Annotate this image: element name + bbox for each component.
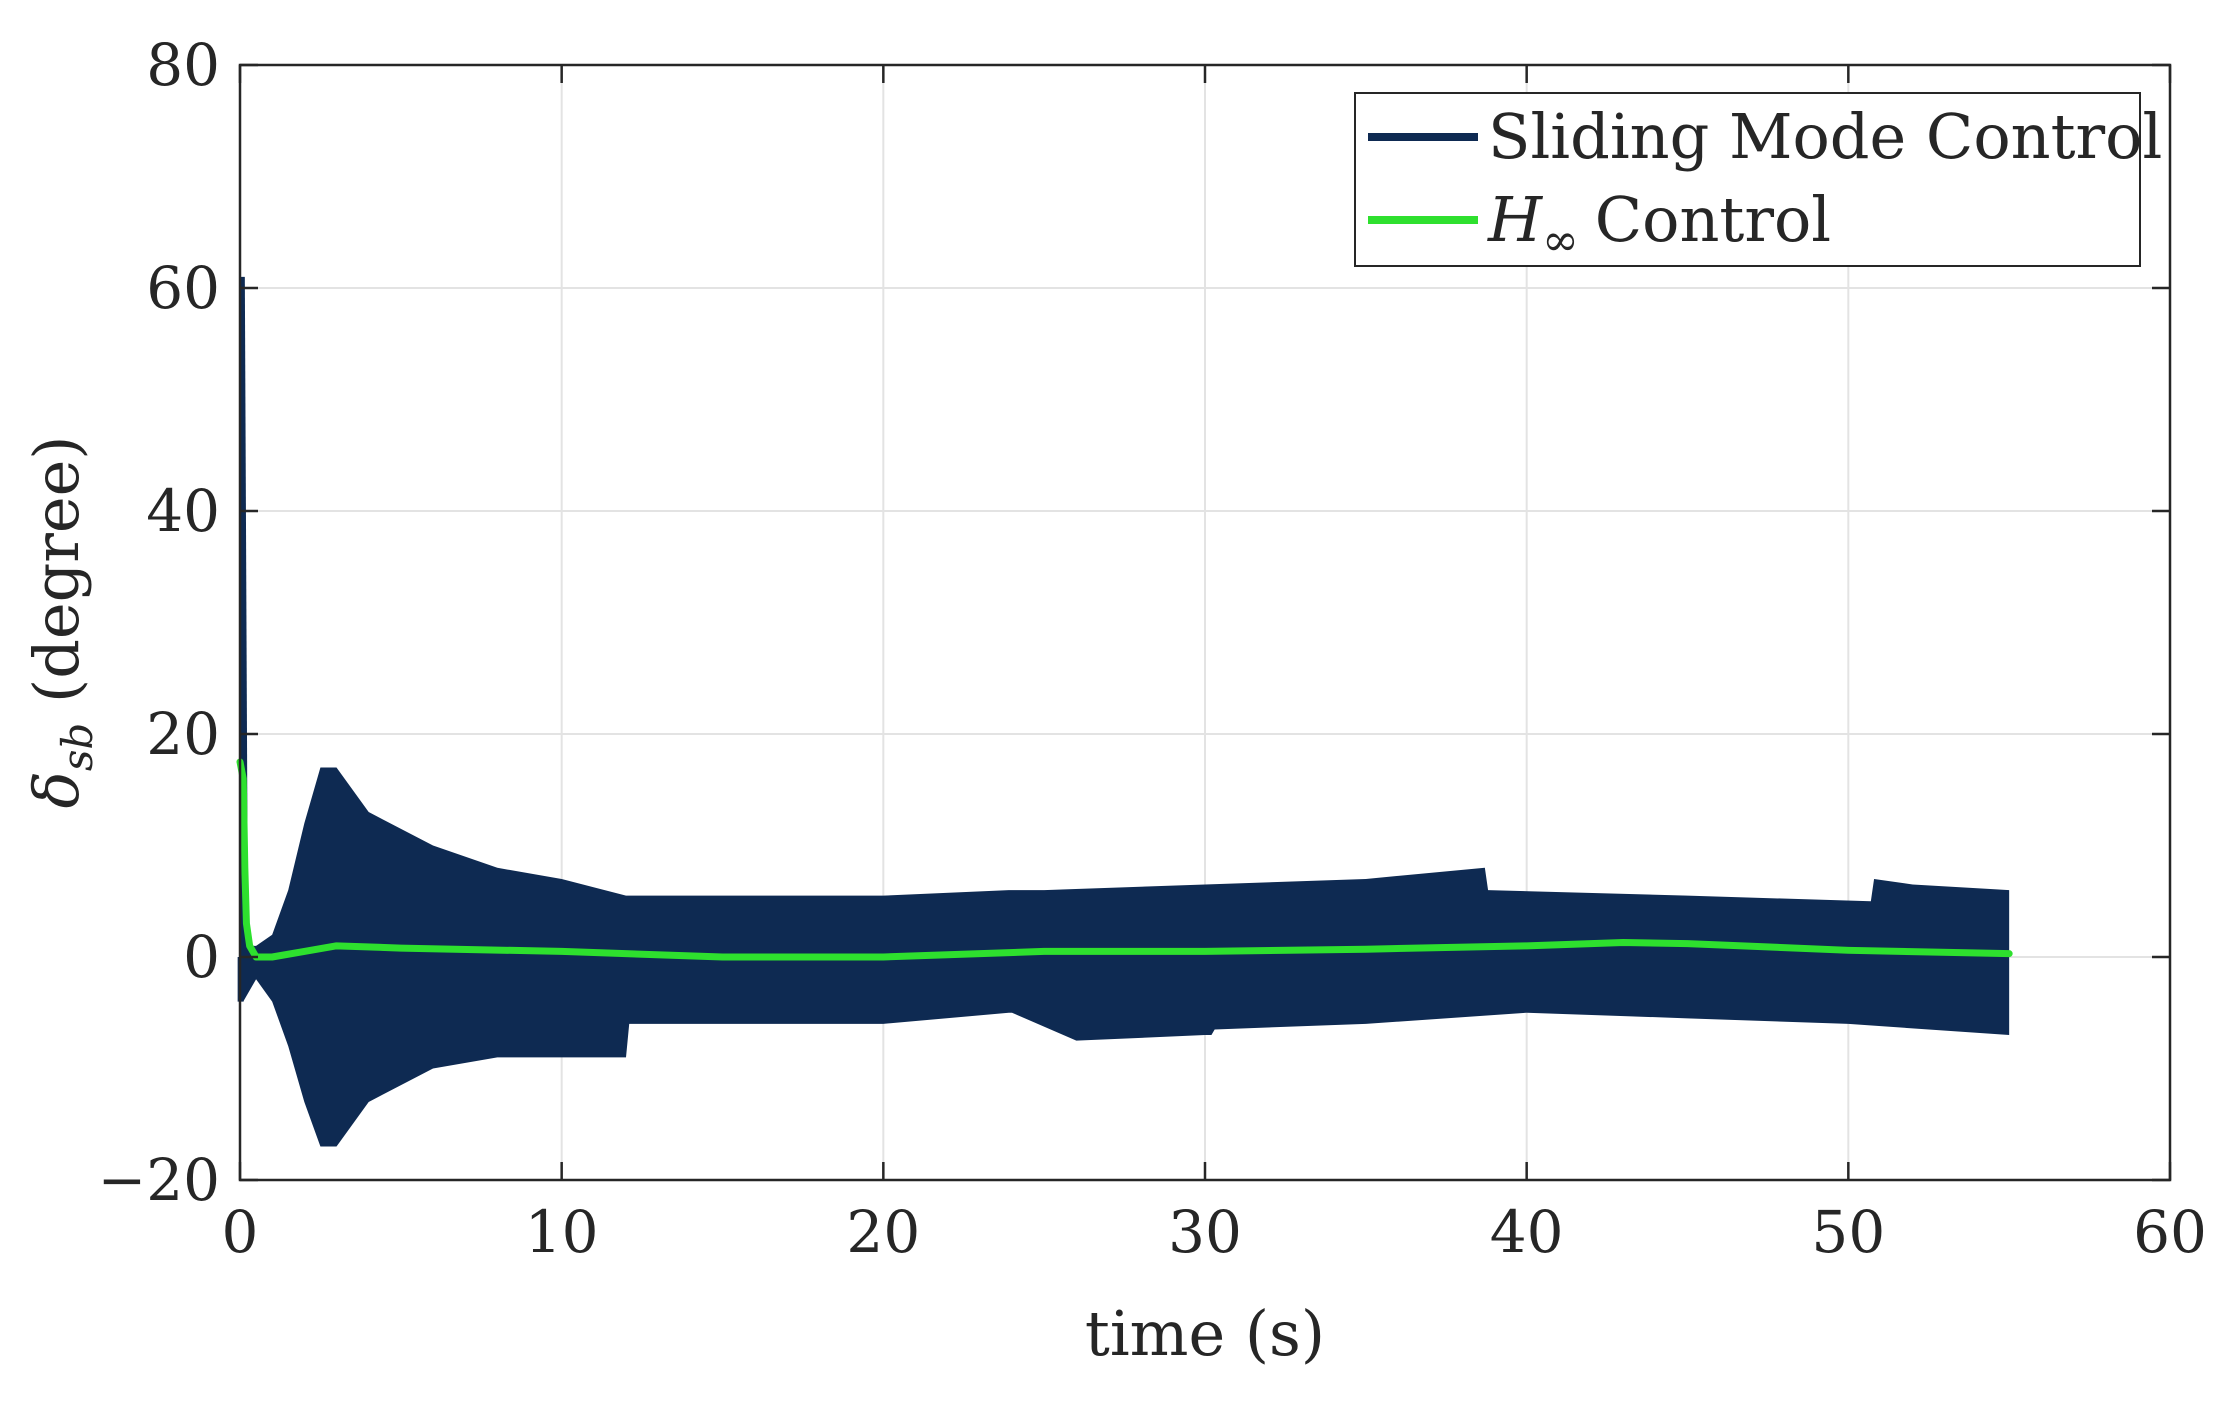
y-tick-label: 80	[146, 31, 220, 99]
x-tick-label: 40	[1490, 1198, 1564, 1266]
legend: Sliding Mode Control H∞ Control	[1354, 92, 2162, 267]
legend-label-hinf-symbol: H	[1487, 183, 1544, 256]
x-axis-label: time (s)	[1085, 1297, 1325, 1370]
series-smc-band	[243, 767, 2010, 1147]
legend-box	[1354, 92, 2141, 267]
x-tick-label: 50	[1811, 1198, 1885, 1266]
x-tick-label: 0	[222, 1198, 259, 1266]
y-tick-label: 0	[183, 923, 220, 991]
legend-label-hinf: H∞ Control	[1487, 183, 1831, 266]
y-axis-label: δsb (degree)	[20, 436, 102, 809]
y-tick-label: 40	[146, 477, 220, 545]
series-hinf-line	[236, 758, 2013, 961]
x-tick-label: 10	[525, 1198, 599, 1266]
x-tick-label: 20	[846, 1198, 920, 1266]
legend-label-hinf-subscript: ∞	[1542, 215, 1579, 266]
y-tick-label: −20	[98, 1146, 220, 1214]
y-tick-label: 60	[146, 254, 220, 322]
y-axis-label-subscript: sb	[53, 723, 102, 771]
x-tick-label: 60	[2133, 1198, 2207, 1266]
svg-text:δsb (degree): δsb (degree)	[20, 436, 102, 809]
legend-label-hinf-text: Control	[1595, 183, 1831, 256]
x-tick-label: 30	[1168, 1198, 1242, 1266]
y-axis-label-unit: (degree)	[20, 436, 93, 703]
y-axis-label-symbol: δ	[20, 771, 93, 808]
y-tick-label: 20	[146, 700, 220, 768]
legend-label-smc: Sliding Mode Control	[1488, 100, 2162, 173]
